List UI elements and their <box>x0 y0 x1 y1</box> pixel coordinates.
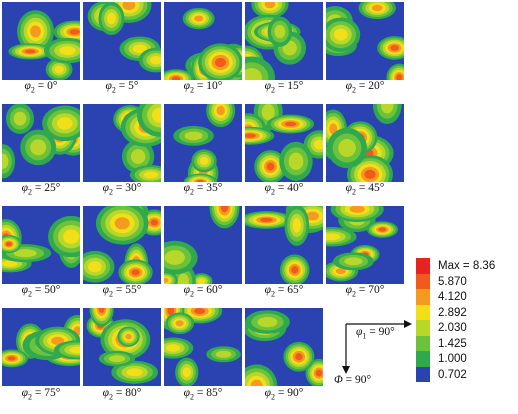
legend-label: 1.000 <box>438 353 467 365</box>
panel-caption: φ2 = 80° <box>102 387 142 402</box>
legend-swatch <box>416 258 430 274</box>
phi1-axis-label: φ1 = 90° <box>356 326 395 341</box>
panel-caption: φ2 = 25° <box>21 182 61 197</box>
odf-heatmap <box>2 104 80 182</box>
odf-heatmap <box>164 206 242 284</box>
odf-heatmap <box>164 104 242 182</box>
odf-heatmap <box>245 308 323 386</box>
panel-caption: φ2 = 70° <box>345 284 385 299</box>
panel-caption: φ2 = 0° <box>24 80 58 95</box>
color-scale-legend: Max = 8.36 5.870 4.120 2.892 2.030 1.425 1.000… <box>414 258 514 386</box>
odf-heatmap <box>245 2 323 80</box>
axis-arrows <box>342 320 412 374</box>
odf-heatmap <box>326 206 404 284</box>
odf-heatmap <box>2 206 80 284</box>
axis-key: φ1 = 90° Φ = 90° <box>332 314 418 394</box>
odf-heatmap <box>2 2 80 80</box>
panel-caption: φ2 = 10° <box>183 80 223 95</box>
panel-caption: φ2 = 35° <box>183 182 223 197</box>
legend-swatch <box>416 289 430 305</box>
odf-heatmap <box>164 2 242 80</box>
legend-label: 2.030 <box>438 322 467 334</box>
odf-heatmap <box>164 308 242 386</box>
legend-label: 1.425 <box>438 337 467 350</box>
panel-caption: φ2 = 15° <box>264 80 304 95</box>
legend-swatch <box>416 320 430 336</box>
legend-label: 5.870 <box>438 275 467 288</box>
legend-swatch <box>416 351 430 367</box>
panel-caption: φ2 = 20° <box>345 80 385 95</box>
panel-caption: φ2 = 50° <box>21 284 61 299</box>
panel-caption: φ2 = 60° <box>183 284 223 299</box>
odf-heatmap <box>245 206 323 284</box>
legend-swatch <box>416 335 430 351</box>
panel-caption: φ2 = 5° <box>105 80 139 95</box>
odf-heatmap <box>326 2 404 80</box>
panel-caption: φ2 = 85° <box>183 387 223 402</box>
odf-heatmap <box>83 104 161 182</box>
Phi-axis-label: Φ = 90° <box>334 374 372 386</box>
legend-label: 0.702 <box>438 368 467 381</box>
legend-swatch <box>416 304 430 320</box>
panel-caption: φ2 = 45° <box>345 182 385 197</box>
panel-caption: φ2 = 30° <box>102 182 142 197</box>
panel-caption: φ2 = 65° <box>264 284 304 299</box>
panel-caption: φ2 = 40° <box>264 182 304 197</box>
legend-swatch <box>416 273 430 289</box>
odf-heatmap <box>326 104 404 182</box>
odf-heatmap <box>83 2 161 80</box>
panel-caption: φ2 = 90° <box>264 387 304 402</box>
legend-swatch <box>416 366 430 382</box>
odf-heatmap <box>83 206 161 284</box>
odf-heatmap <box>2 308 80 386</box>
panel-caption: φ2 = 55° <box>102 284 142 299</box>
legend-label: 2.892 <box>438 306 467 319</box>
panel-caption: φ2 = 75° <box>21 387 61 402</box>
odf-heatmap <box>245 104 323 182</box>
legend-label: Max = 8.36 <box>438 260 496 272</box>
legend-label: 4.120 <box>438 291 467 303</box>
odf-heatmap <box>83 308 161 386</box>
